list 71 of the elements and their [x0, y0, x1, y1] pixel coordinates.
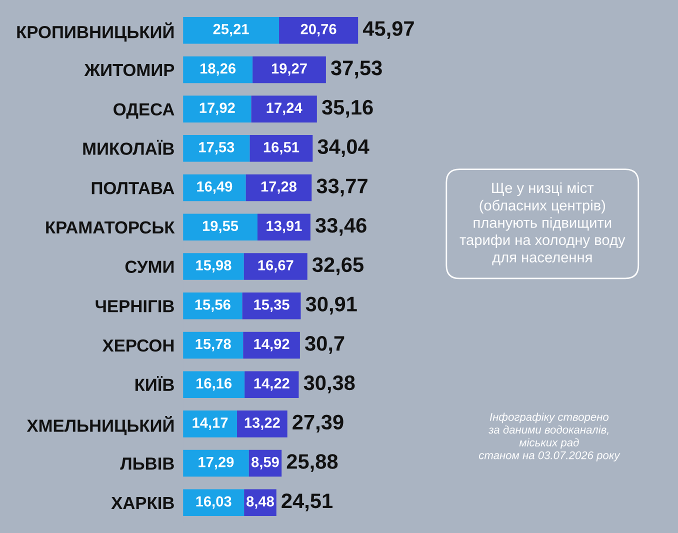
bar	[183, 410, 238, 438]
bar	[246, 174, 312, 202]
bar	[183, 56, 253, 84]
data-label: 19,27	[272, 63, 307, 76]
bar	[183, 135, 250, 162]
bar	[244, 253, 308, 280]
y-tick-label: ПОЛТАВА	[92, 182, 174, 194]
total-label: 37,53	[330, 60, 382, 78]
total-label: 30,38	[304, 375, 355, 394]
bar	[237, 410, 288, 438]
data-label: 17,29	[198, 456, 234, 470]
data-label: 8,48	[246, 496, 274, 509]
y-tick-label: ХМЕЛЬНИЦЬКИЙ	[26, 416, 174, 436]
total-label: 27,39	[292, 414, 344, 433]
data-label: 16,03	[196, 496, 232, 509]
y-tick-label: ОДЕСА	[114, 103, 174, 119]
data-label: 17,28	[261, 181, 297, 194]
data-label: 8,59	[252, 456, 279, 470]
y-tick-label: МИКОЛАЇВ	[83, 140, 174, 155]
y-tick-label: ХЕРСОН	[102, 339, 174, 352]
total-label: 25,88	[286, 454, 338, 472]
data-label: 20,76	[300, 24, 336, 36]
data-label: 17,92	[200, 102, 235, 116]
total-label: 32,65	[312, 257, 364, 276]
total-label: 34,04	[318, 139, 370, 158]
bar	[250, 135, 313, 162]
data-label: 16,51	[264, 142, 300, 154]
annotation: Ще у низці міст (обласних центрів) планують підвищити тарифи на холодну воду для населення	[460, 182, 626, 266]
y-tick-label: ЖИТОМИР	[84, 64, 174, 76]
total-label: 30,7	[304, 336, 344, 354]
annotation: Інфографіку створено за даними водоканалів, міських рад станом на 03.07.2026 року	[478, 412, 620, 462]
data-label: 17,24	[266, 102, 302, 116]
total-label: 33,46	[315, 218, 366, 236]
bar	[279, 16, 358, 44]
data-label: 13,91	[266, 220, 302, 234]
total-label: 24,51	[282, 494, 332, 512]
data-label: 15,35	[254, 299, 290, 312]
data-label: 18,26	[200, 63, 236, 76]
y-tick-label: КРОПИВНИЦЬКИЙ	[17, 22, 174, 42]
bar	[183, 371, 245, 398]
data-label: 14,22	[254, 378, 290, 391]
bar	[183, 253, 244, 280]
data-label: 15,56	[195, 299, 230, 312]
bar	[183, 450, 249, 477]
y-tick-label: КРАМАТОРСЬК	[46, 221, 175, 234]
bar	[244, 371, 299, 398]
total-label: 45,97	[362, 21, 414, 39]
data-label: 16,67	[258, 260, 294, 273]
data-label: 19,55	[202, 220, 238, 234]
bar	[183, 96, 252, 122]
data-label: 16,16	[196, 378, 232, 391]
total-label: 33,77	[316, 178, 368, 196]
data-label: 14,17	[192, 418, 228, 430]
data-label: 25,21	[213, 24, 249, 36]
bar	[252, 56, 326, 84]
bar	[183, 214, 258, 241]
total-label: 30,91	[306, 296, 357, 314]
data-label: 17,53	[199, 142, 234, 154]
data-label: 14,92	[254, 338, 290, 352]
bar	[183, 16, 280, 44]
total-label: 35,16	[322, 100, 373, 118]
data-label: 16,49	[197, 181, 232, 194]
data-label: 13,22	[244, 418, 280, 430]
y-tick-label: СУМИ	[125, 260, 174, 273]
y-tick-label: ЛЬВІВ	[120, 458, 174, 470]
data-label: 15,98	[196, 260, 232, 273]
y-tick-label: ЧЕРНІГІВ	[96, 300, 174, 312]
bar	[251, 96, 317, 122]
y-tick-label: КИЇВ	[135, 376, 174, 391]
y-tick-label: ХАРКІВ	[111, 497, 174, 509]
data-label: 15,78	[196, 338, 231, 352]
